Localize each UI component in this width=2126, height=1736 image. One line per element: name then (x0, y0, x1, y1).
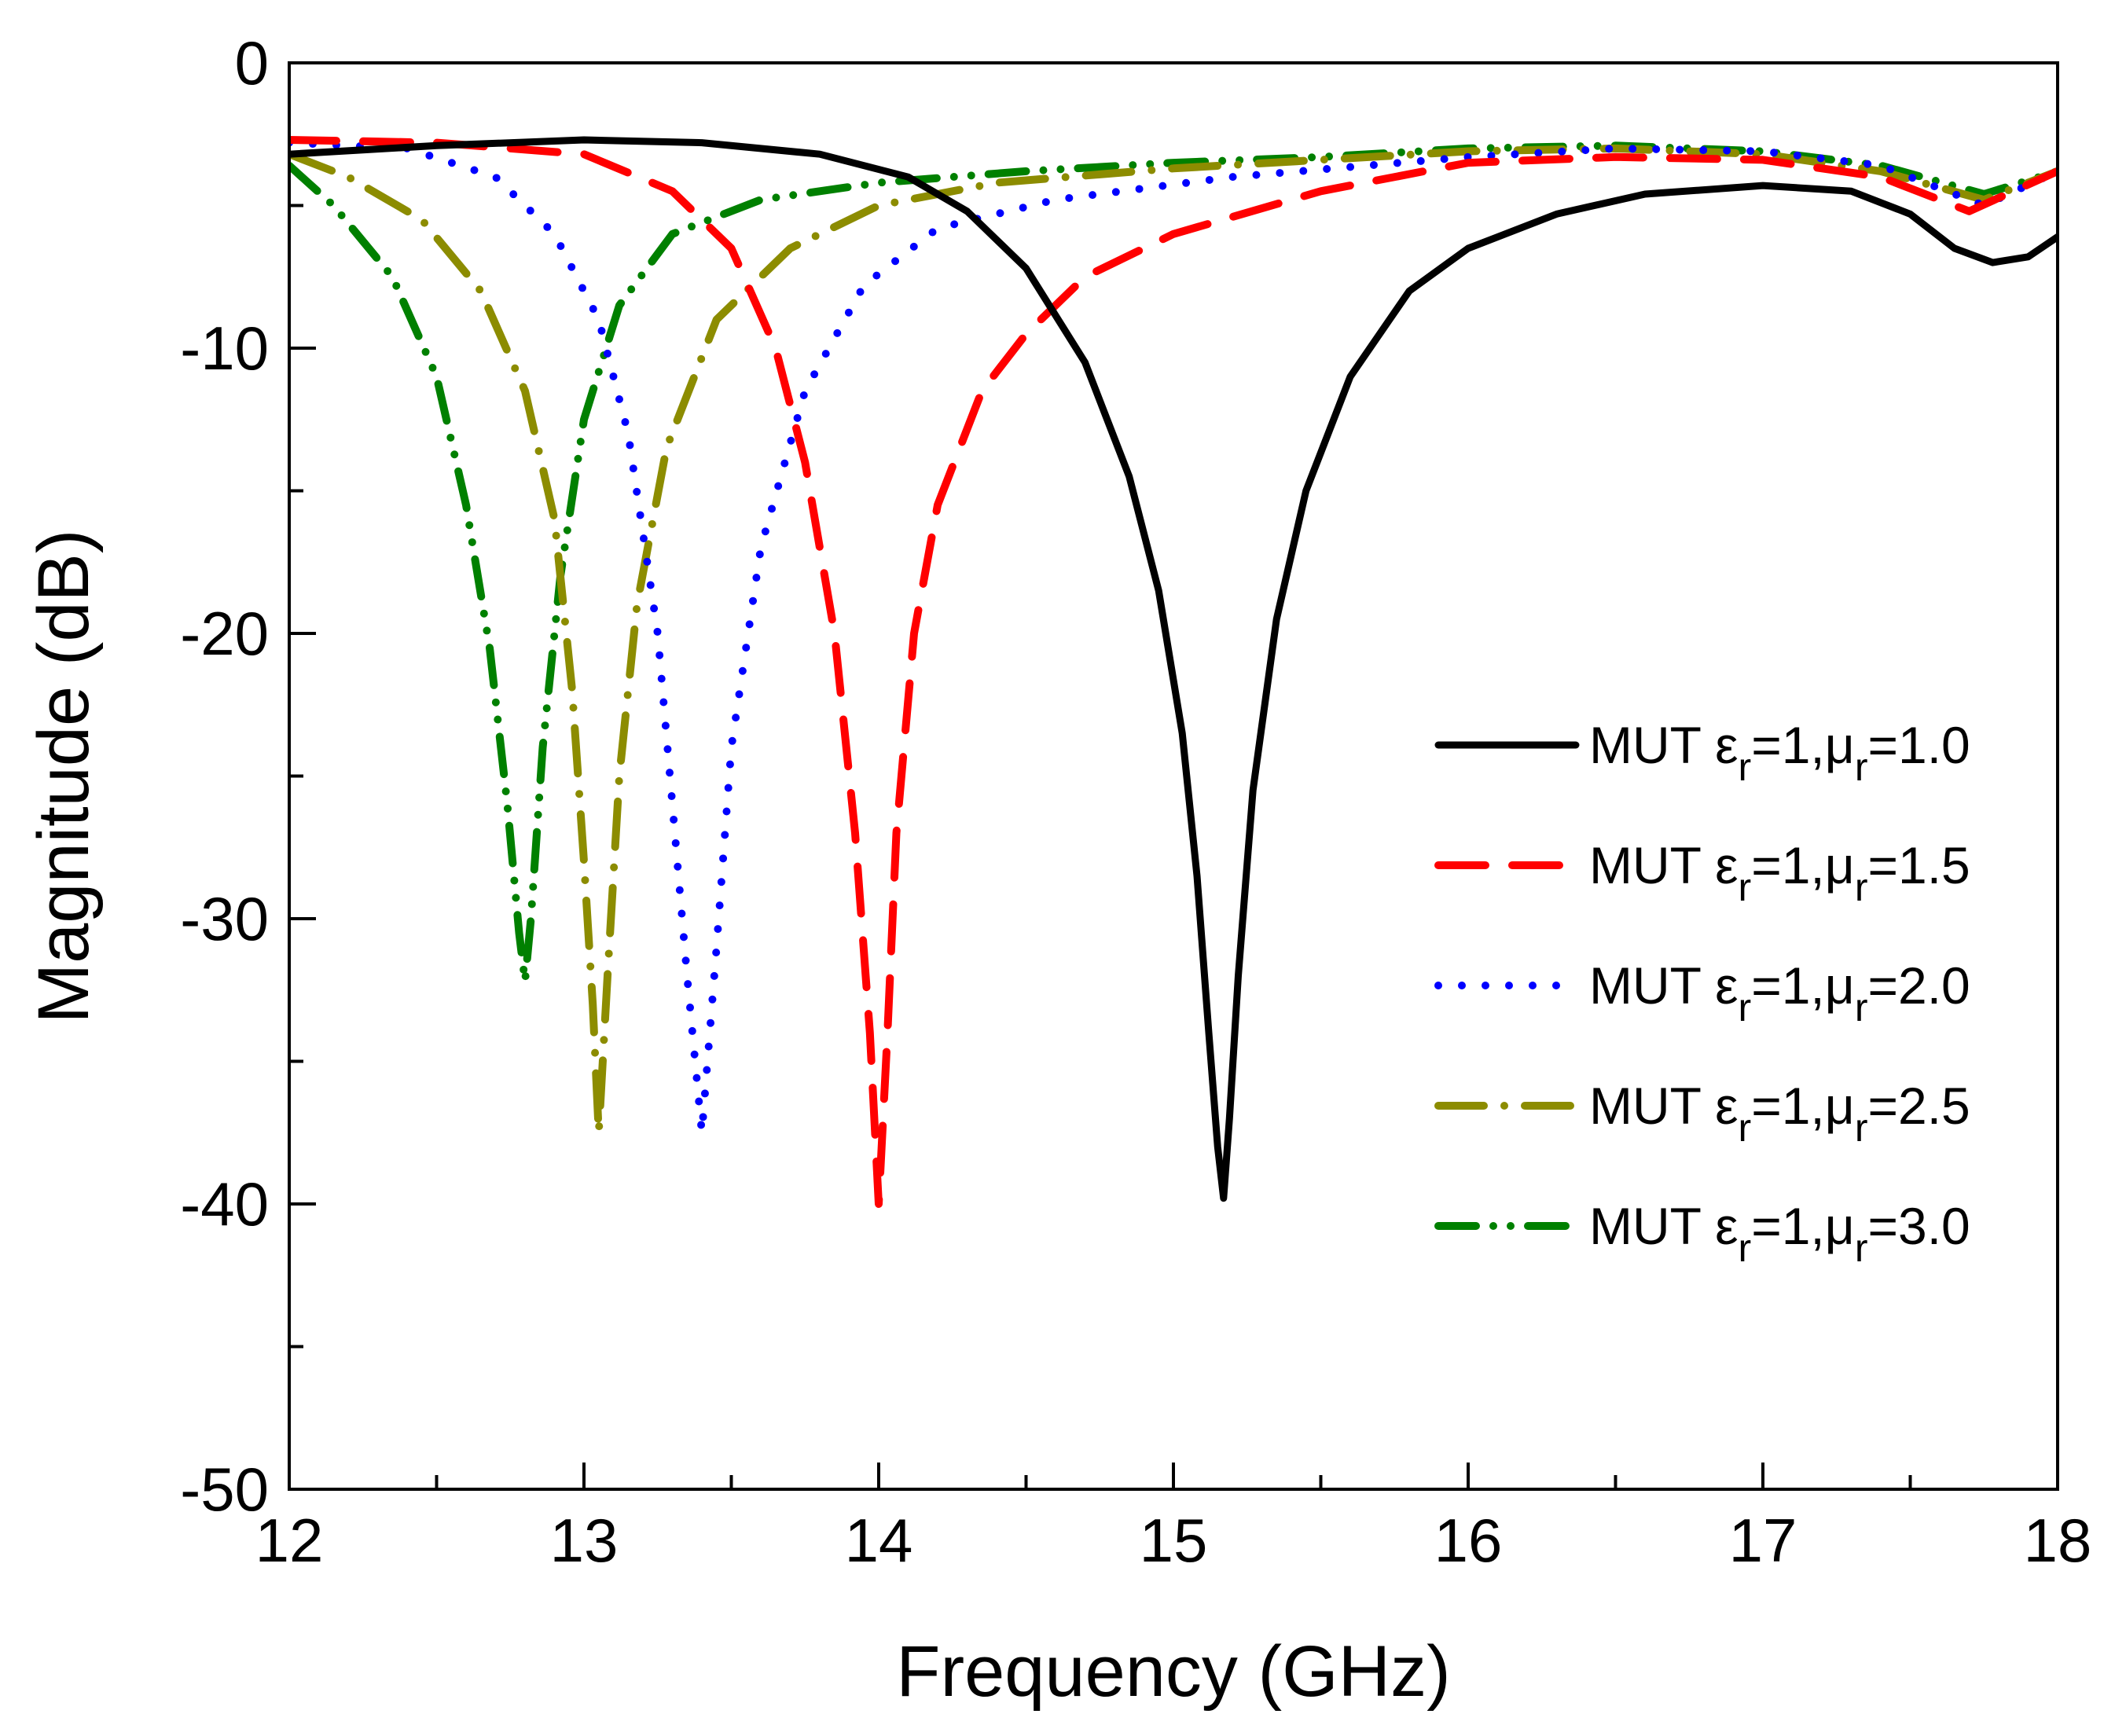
legend-text-part: =1,μ (1751, 716, 1855, 774)
x-tick-label: 17 (1729, 1506, 1797, 1575)
legend-subscript: r (1855, 1226, 1868, 1270)
legend-text-part: =1,μ (1751, 1077, 1855, 1135)
y-axis-title: Magnitude (dB) (24, 530, 104, 1024)
x-tick-label: 12 (255, 1506, 324, 1575)
legend-text-part: =1,μ (1751, 1197, 1855, 1255)
legend-text-part: MUT ε (1589, 1077, 1739, 1135)
legend-subscript: r (1855, 1106, 1868, 1150)
series-layer (289, 136, 2058, 1208)
y-tick-label: -30 (180, 884, 269, 953)
legend-label-2: MUT εr=1,μr=1.5 (1589, 836, 1970, 909)
legend-text-part: =2.5 (1867, 1077, 1970, 1135)
x-tick-label: 16 (1434, 1506, 1503, 1575)
legend-subscript: r (1855, 865, 1868, 909)
series-line-2 (289, 136, 2058, 1208)
legend-subscript: r (1855, 985, 1868, 1029)
legend-text-part: MUT ε (1589, 836, 1739, 894)
legend-label-5: MUT εr=1,μr=3.0 (1589, 1197, 1970, 1270)
legend-text-part: =1,μ (1751, 956, 1855, 1015)
y-axis-ticks: 0 -10 -20 -30 -40 -50 (180, 28, 316, 1524)
y-tick-label: -50 (180, 1455, 269, 1524)
legend-label-1: MUT εr=1,μr=1.0 (1589, 716, 1970, 789)
legend-subscript: r (1739, 1106, 1752, 1150)
legend-subscript: r (1739, 745, 1752, 789)
y-tick-label: 0 (235, 28, 269, 97)
legend-label-3: MUT εr=1,μr=2.0 (1589, 956, 1970, 1029)
x-tick-label: 13 (550, 1506, 619, 1575)
x-tick-label: 18 (2024, 1506, 2092, 1575)
y-tick-label: -20 (180, 599, 269, 668)
series-line-1 (289, 136, 2058, 1202)
x-tick-label: 14 (845, 1506, 913, 1575)
y-tick-label: -10 (180, 314, 269, 383)
legend-subscript: r (1739, 985, 1752, 1029)
series-line-4 (289, 144, 2058, 1137)
legend-text-part: MUT ε (1589, 956, 1739, 1015)
y-tick-label: -40 (180, 1169, 269, 1239)
legend-text-part: MUT ε (1589, 716, 1739, 774)
legend-text-part: =2.0 (1867, 956, 1970, 1015)
series-line-5 (289, 141, 2058, 985)
legend-subscript: r (1855, 745, 1868, 789)
x-axis-title: Frequency (GHz) (896, 1631, 1451, 1712)
legend-subscript: r (1739, 865, 1752, 909)
legend-text-part: =1.0 (1867, 716, 1970, 774)
x-axis-ticks: 12 13 14 15 16 17 18 (255, 1463, 2092, 1575)
legend-text-part: MUT ε (1589, 1197, 1739, 1255)
legend-text-part: =3.0 (1867, 1197, 1970, 1255)
legend-text-part: =1,μ (1751, 836, 1855, 894)
legend-subscript: r (1739, 1226, 1752, 1270)
x-tick-label: 15 (1140, 1506, 1208, 1575)
legend-text-part: =1.5 (1867, 836, 1970, 894)
series-line-3 (289, 138, 2058, 1137)
legend-label-4: MUT εr=1,μr=2.5 (1589, 1077, 1970, 1150)
